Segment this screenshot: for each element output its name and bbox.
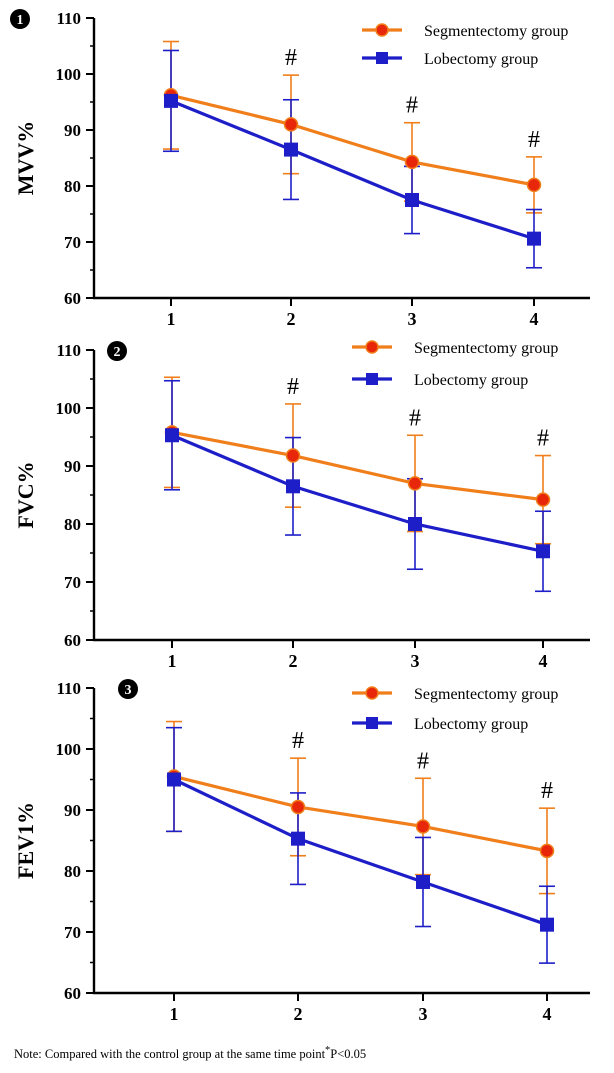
y-tick-label: 80	[64, 515, 81, 534]
y-axis-label: MVV%	[13, 121, 38, 196]
series-line	[173, 774, 548, 853]
significance-mark: #	[287, 374, 299, 400]
legend-marker	[365, 686, 379, 700]
y-axis-label: FVC%	[13, 461, 38, 528]
x-tick-label: 1	[168, 651, 177, 671]
y-tick-label: 70	[64, 233, 81, 252]
figure: 60 70 80 90 100 110 1 2 3 4 MVV% 1 # # # Segmentectomy …	[10, 9, 590, 1024]
y-tick-label: 100	[56, 65, 82, 84]
legend-label: Lobectomy group	[424, 51, 538, 68]
data-point	[526, 177, 542, 193]
series-line	[173, 778, 548, 927]
significance-mark: #	[285, 45, 297, 71]
note-star: *	[325, 1045, 331, 1056]
significance-mark: #	[541, 778, 553, 804]
x-tick-label: 3	[419, 1004, 428, 1024]
panel-badge-label: 3	[125, 683, 132, 698]
data-point	[527, 231, 541, 246]
x-tick-label: 1	[167, 309, 176, 329]
data-point	[165, 428, 179, 443]
data-point	[164, 93, 178, 108]
legend-label: Lobectomy group	[414, 372, 528, 389]
data-point	[286, 479, 300, 494]
y-tick-label: 90	[64, 801, 81, 820]
data-point	[167, 772, 181, 787]
legend-marker	[376, 52, 388, 64]
data-point	[536, 544, 550, 559]
note-text: Note: Compared with the control group at…	[14, 1047, 326, 1062]
significance-mark: #	[292, 728, 304, 754]
y-tick-label: 60	[64, 631, 81, 650]
x-tick-label: 3	[408, 309, 417, 329]
data-point	[291, 831, 305, 846]
x-tick-label: 2	[287, 309, 296, 329]
data-point	[539, 843, 555, 859]
data-point	[290, 799, 306, 815]
legend-marker	[365, 340, 379, 354]
panel-badge-label: 1	[17, 13, 24, 28]
y-tick-label: 90	[64, 457, 81, 476]
data-point	[284, 142, 298, 157]
x-tick-label: 2	[294, 1004, 303, 1024]
y-tick-label: 60	[64, 984, 81, 1003]
x-tick-label: 2	[289, 651, 298, 671]
chart-panel-3: 60 70 80 90 100 110 1 2 3 4 FEV1% 3 # # # Segmentectomy…	[13, 679, 590, 1024]
series-line	[171, 430, 544, 502]
legend-marker	[366, 717, 378, 729]
significance-mark: #	[417, 748, 429, 774]
x-tick-label: 3	[411, 651, 420, 671]
panel-badge	[10, 9, 30, 29]
data-point	[416, 874, 430, 889]
data-point	[408, 517, 422, 531]
y-tick-label: 110	[56, 341, 81, 360]
data-point	[404, 154, 420, 170]
series-line	[171, 433, 544, 553]
data-point	[285, 448, 301, 463]
x-tick-label: 4	[530, 309, 539, 329]
significance-mark: #	[528, 127, 540, 153]
significance-mark: #	[537, 426, 549, 452]
chart-panel-1: 60 70 80 90 100 110 1 2 3 4 MVV% 1 # # # Segmentectomy …	[10, 9, 590, 329]
y-tick-label: 70	[64, 923, 81, 942]
y-tick-label: 90	[64, 121, 81, 140]
y-tick-label: 60	[64, 289, 81, 308]
x-tick-label: 1	[170, 1004, 179, 1024]
legend-label: Segmentectomy group	[414, 340, 558, 357]
significance-mark: #	[409, 405, 421, 431]
legend-label: Segmentectomy group	[424, 23, 568, 40]
series-line	[170, 93, 535, 187]
legend-marker	[366, 373, 378, 385]
y-tick-label: 80	[64, 177, 81, 196]
panel-badge	[118, 679, 138, 699]
y-tick-label: 110	[56, 9, 81, 28]
data-point	[283, 117, 299, 132]
x-tick-label: 4	[543, 1004, 552, 1024]
x-tick-label: 4	[539, 651, 548, 671]
data-point	[405, 193, 419, 207]
footnote: Note: Compared with the control group at…	[14, 1045, 366, 1062]
legend-label: Lobectomy group	[414, 716, 528, 733]
y-tick-label: 70	[64, 573, 81, 592]
panel-badge-label: 2	[114, 345, 121, 360]
y-axis-label: FEV1%	[13, 802, 38, 879]
note-p-value: P<0.05	[330, 1047, 367, 1062]
data-point	[407, 476, 423, 491]
data-point	[540, 917, 554, 932]
data-point	[535, 492, 551, 507]
legend-label: Segmentectomy group	[414, 686, 558, 703]
series-line	[170, 99, 535, 241]
y-tick-label: 110	[56, 679, 81, 698]
y-tick-label: 80	[64, 862, 81, 881]
y-tick-label: 100	[56, 399, 82, 418]
chart-panel-2: 60 70 80 90 100 110 1 2 3 4 FVC% 2 # # # Segmentectomy …	[13, 340, 590, 671]
legend-marker	[375, 23, 389, 37]
y-tick-label: 100	[56, 740, 82, 759]
data-point	[415, 819, 431, 834]
significance-mark: #	[406, 93, 418, 119]
panel-badge	[107, 341, 127, 361]
